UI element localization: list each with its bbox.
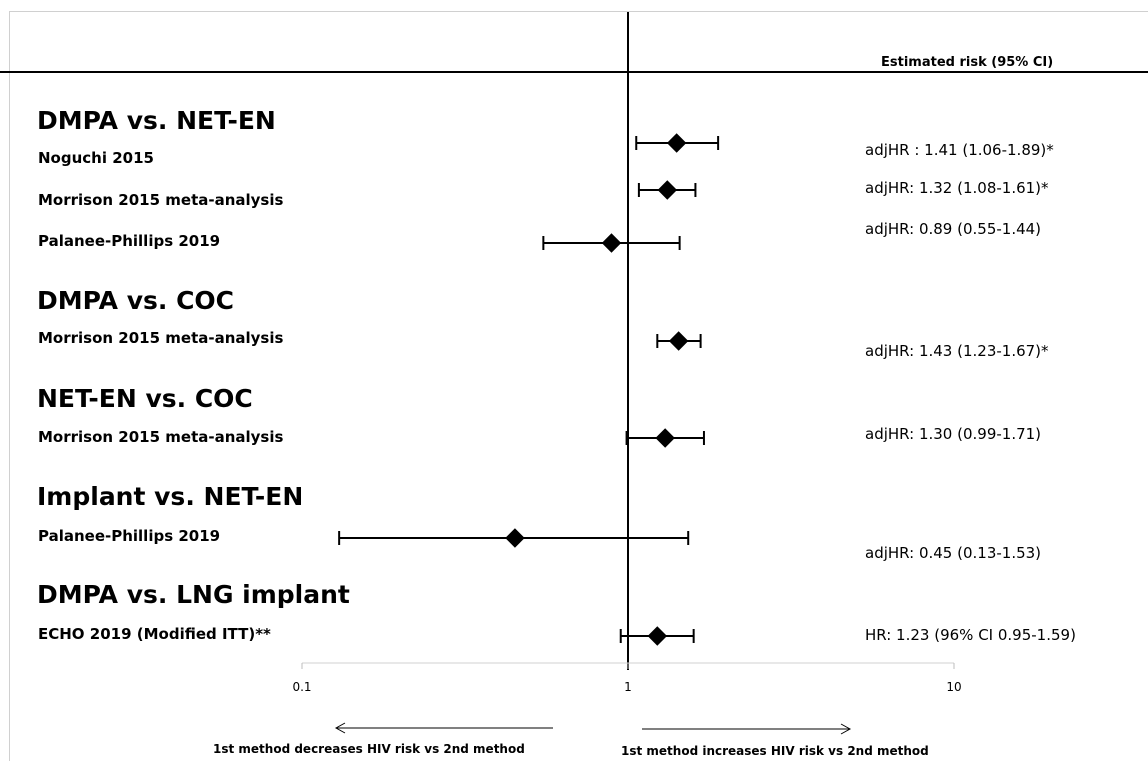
point-estimate-marker [666, 133, 687, 153]
point-estimate-marker [647, 626, 668, 646]
point-estimate-marker [505, 528, 525, 548]
x-tick-label: 10 [946, 680, 961, 694]
estimate-label: HR: 1.23 (96% CI 0.95-1.59) [865, 626, 1076, 644]
group-title: DMPA vs. NET-EN [37, 106, 276, 135]
group-title: DMPA vs. LNG implant [37, 580, 350, 609]
right-arrow-head [840, 723, 852, 735]
estimate-label: adjHR: 0.45 (0.13-1.53) [865, 544, 1041, 562]
estimate-label: adjHR: 1.30 (0.99-1.71) [865, 425, 1041, 443]
point-estimate-marker [668, 331, 689, 351]
column-header: Estimated risk (95% CI) [881, 55, 1053, 70]
group-title: Implant vs. NET-EN [37, 482, 303, 511]
x-tick-label: 0.1 [292, 680, 311, 694]
point-estimate-marker [657, 180, 678, 200]
group-title: NET-EN vs. COC [37, 384, 253, 413]
study-label: Noguchi 2015 [38, 149, 154, 167]
left-arrow-head [334, 722, 346, 734]
study-label: Morrison 2015 meta-analysis [38, 191, 284, 209]
point-estimate-marker [601, 233, 622, 253]
right-arrow-label: 1st method increases HIV risk vs 2nd met… [621, 744, 929, 758]
x-axis: 0.1 1 10 [292, 12, 962, 694]
study-label: Morrison 2015 meta-analysis [38, 428, 284, 446]
chart-frame [9, 11, 1148, 761]
forest-rows: DMPA vs. NET-EN Noguchi 2015 adjHR : 1.41 … [37, 106, 1076, 646]
study-label: Morrison 2015 meta-analysis [38, 329, 284, 347]
estimate-label: adjHR: 1.43 (1.23-1.67)* [865, 342, 1049, 360]
estimate-label: adjHR: 0.89 (0.55-1.44) [865, 220, 1041, 238]
direction-arrows: 1st method decreases HIV risk vs 2nd met… [213, 722, 929, 758]
estimate-label: adjHR : 1.41 (1.06-1.89)* [865, 141, 1054, 159]
study-label: ECHO 2019 (Modified ITT)** [38, 625, 271, 643]
study-label: Palanee-Phillips 2019 [38, 527, 220, 545]
x-tick-label: 1 [624, 680, 632, 694]
study-label: Palanee-Phillips 2019 [38, 232, 220, 250]
group-title: DMPA vs. COC [37, 286, 234, 315]
left-arrow-label: 1st method decreases HIV risk vs 2nd met… [213, 742, 525, 756]
estimate-label: adjHR: 1.32 (1.08-1.61)* [865, 179, 1049, 197]
point-estimate-marker [655, 428, 675, 448]
